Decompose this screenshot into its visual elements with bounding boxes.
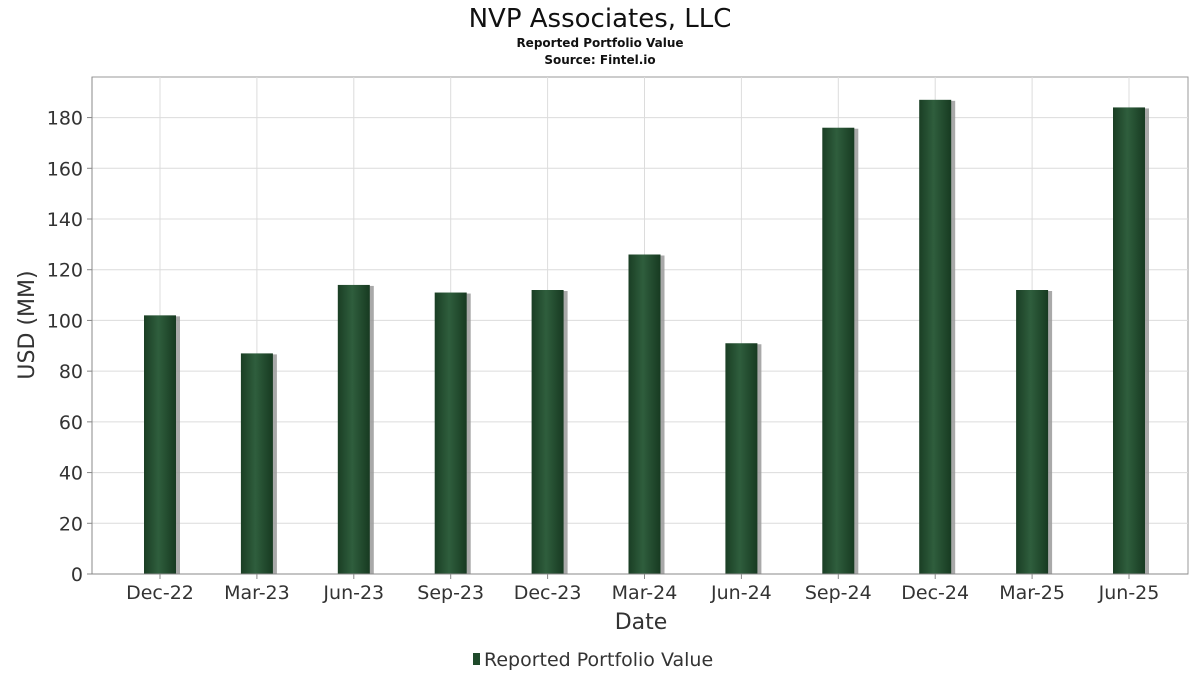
y-tick-label: 80: [59, 361, 83, 383]
x-tick-label: Dec-22: [126, 582, 194, 604]
bar: [1113, 107, 1145, 574]
legend: Reported Portfolio Value: [473, 649, 713, 671]
legend-label: Reported Portfolio Value: [484, 649, 713, 671]
x-tick-label: Jun-23: [322, 582, 384, 604]
y-tick-label: 160: [47, 158, 83, 180]
y-tick-label: 120: [47, 260, 83, 282]
legend-swatch: [473, 653, 480, 665]
x-tick-labels: Dec-22 Mar-23 Jun-23 Sep-23 Dec-23 Mar-24 Jun-…: [126, 574, 1159, 604]
y-tick-labels: 0 20 40 60 80 100 120 140 160 180: [47, 108, 92, 586]
bar: [434, 292, 467, 574]
x-tick-label: Sep-24: [805, 582, 872, 604]
x-tick-label: Dec-24: [901, 582, 969, 604]
bar: [725, 343, 758, 574]
chart-source: Source: Fintel.io: [544, 53, 655, 67]
bar: [144, 315, 176, 574]
x-tick-label: Sep-23: [417, 582, 484, 604]
y-axis-label: USD (MM): [15, 270, 40, 379]
bar: [337, 284, 370, 574]
x-tick-label: Jun-25: [1098, 582, 1160, 604]
bar: [531, 290, 564, 574]
chart-subtitle: Reported Portfolio Value: [516, 36, 683, 50]
y-tick-label: 140: [47, 209, 83, 231]
bar: [822, 127, 855, 574]
x-tick-label: Mar-23: [224, 582, 290, 604]
x-tick-label: Dec-23: [514, 582, 582, 604]
x-axis-label: Date: [615, 610, 668, 635]
bar: [628, 254, 661, 574]
y-tick-label: 180: [47, 108, 83, 130]
y-tick-label: 0: [71, 564, 83, 586]
y-tick-label: 40: [59, 463, 83, 485]
x-tick-label: Mar-24: [612, 582, 678, 604]
x-tick-label: Jun-24: [710, 582, 772, 604]
bar: [240, 353, 273, 574]
bars: [144, 99, 1149, 575]
x-tick-label: Mar-25: [999, 582, 1065, 604]
y-tick-label: 20: [59, 513, 83, 535]
bar: [1016, 290, 1049, 574]
chart-title: NVP Associates, LLC: [469, 4, 732, 34]
bar: [919, 99, 952, 575]
y-tick-label: 60: [59, 412, 83, 434]
y-tick-label: 100: [47, 310, 83, 332]
